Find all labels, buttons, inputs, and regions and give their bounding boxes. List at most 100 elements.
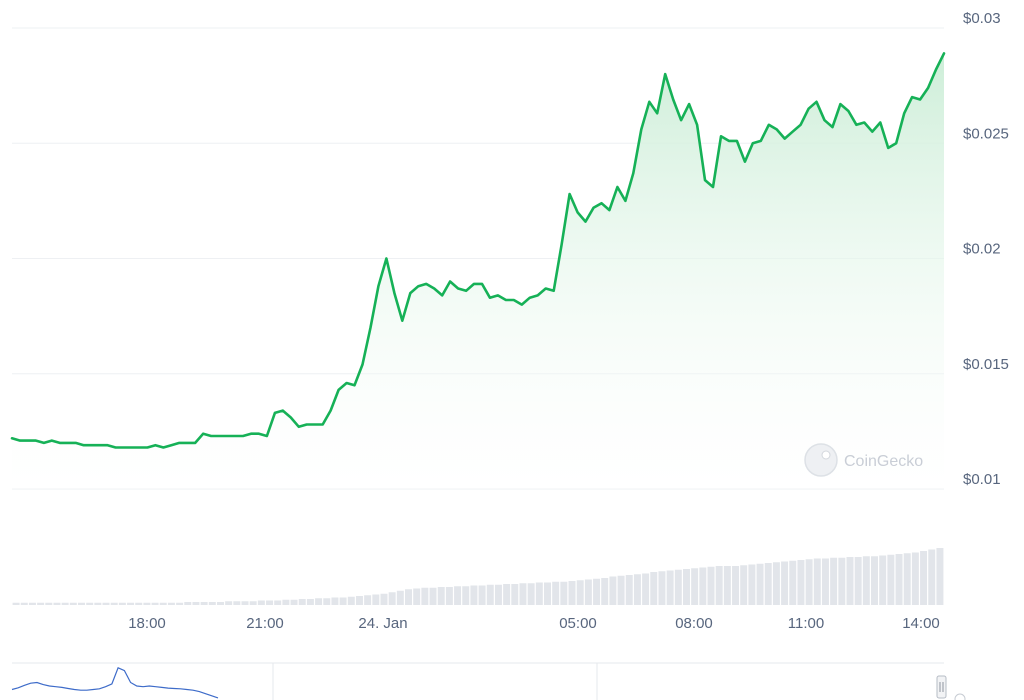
volume-bar <box>421 587 429 605</box>
volume-bar <box>805 559 813 605</box>
volume-bar <box>94 602 102 605</box>
volume-bar <box>396 590 404 605</box>
price-area <box>12 53 944 490</box>
volume-bar <box>208 602 216 605</box>
volume-bar <box>323 598 331 605</box>
volume-bar <box>462 586 470 605</box>
volume-bar <box>445 587 453 605</box>
volume-bar <box>429 587 437 605</box>
volume-bar <box>838 557 846 605</box>
volume-bar <box>118 602 126 605</box>
volume-bar <box>740 565 748 605</box>
volume-bar <box>200 602 208 605</box>
volume-bar <box>86 602 94 605</box>
volume-bar <box>470 585 478 605</box>
volume-bar <box>159 602 167 605</box>
volume-bar <box>772 562 780 605</box>
volume-bar <box>503 584 511 605</box>
volume-bar <box>813 558 821 605</box>
volume-bar <box>127 602 135 605</box>
volume-bar <box>625 575 633 605</box>
volume-bar <box>584 579 592 605</box>
volume-bars <box>12 548 944 605</box>
volume-bar <box>347 596 355 605</box>
volume-bar <box>12 602 20 605</box>
volume-bar <box>821 558 829 605</box>
volume-bar <box>511 584 519 605</box>
volume-bar <box>887 554 895 605</box>
volume-bar <box>167 602 175 605</box>
volume-bar <box>28 602 36 605</box>
volume-bar <box>216 602 224 605</box>
volume-bar <box>650 572 658 605</box>
range-navigator[interactable] <box>11 662 966 700</box>
volume-bar <box>903 553 911 605</box>
x-tick-label: 14:00 <box>902 615 940 632</box>
volume-bar <box>306 599 314 605</box>
volume-bar <box>691 568 699 605</box>
volume-bar <box>372 594 380 605</box>
volume-bar <box>682 569 690 605</box>
volume-bar <box>617 575 625 605</box>
volume-bar <box>274 600 282 605</box>
y-tick-label: $0.01 <box>963 471 1001 488</box>
volume-bar <box>674 569 682 605</box>
volume-bar <box>544 582 551 605</box>
volume-bar <box>830 557 838 605</box>
coingecko-logo-icon <box>804 443 838 477</box>
volume-bar <box>781 561 789 605</box>
volume-bar <box>519 583 527 605</box>
volume-bar <box>184 602 192 605</box>
volume-bar <box>380 593 388 605</box>
volume-bar <box>601 578 609 605</box>
volume-bar <box>764 563 772 605</box>
x-tick-label: 24. Jan <box>358 615 407 632</box>
volume-bar <box>732 566 740 605</box>
navigator-handle-right[interactable] <box>954 693 966 700</box>
volume-bar <box>862 556 870 605</box>
volume-bar <box>658 571 666 605</box>
volume-bar <box>699 567 707 605</box>
volume-bar <box>257 600 265 605</box>
x-tick-label: 05:00 <box>559 615 597 632</box>
volume-bar <box>895 554 903 605</box>
volume-bar <box>405 589 412 605</box>
volume-bar <box>552 581 560 605</box>
volume-bar <box>756 563 764 605</box>
volume-bar <box>478 585 486 605</box>
volume-bar <box>568 581 576 605</box>
volume-bar <box>151 602 159 605</box>
volume-bar <box>920 551 928 605</box>
volume-bar <box>707 566 715 605</box>
volume-bar <box>388 592 396 605</box>
volume-bar <box>454 586 462 605</box>
navigator-handle[interactable] <box>936 675 947 699</box>
volume-bar <box>364 595 372 605</box>
volume-bar <box>225 601 233 605</box>
volume-bar <box>666 570 674 605</box>
y-tick-label: $0.02 <box>963 241 1001 258</box>
y-tick-label: $0.03 <box>963 10 1001 27</box>
y-tick-label: $0.015 <box>963 356 1009 373</box>
volume-bar <box>331 597 339 605</box>
x-tick-label: 08:00 <box>675 615 713 632</box>
coingecko-logo-eye <box>821 450 831 460</box>
volume-bar <box>846 557 854 605</box>
volume-bar <box>593 578 601 605</box>
volume-bar <box>37 602 45 605</box>
volume-bar <box>413 588 421 605</box>
volume-bar <box>494 584 502 605</box>
volume-bar <box>642 573 650 605</box>
volume-bar <box>339 597 347 605</box>
volume-bar <box>797 560 805 605</box>
x-tick-label: 11:00 <box>788 615 824 632</box>
volume-bar <box>241 601 249 605</box>
volume-bar <box>53 602 61 605</box>
volume-bar <box>715 566 723 605</box>
volume-bar <box>871 556 878 605</box>
volume-bar <box>527 583 535 605</box>
volume-bar <box>486 584 494 605</box>
volume-bar <box>928 549 936 605</box>
volume-bar <box>576 580 584 605</box>
